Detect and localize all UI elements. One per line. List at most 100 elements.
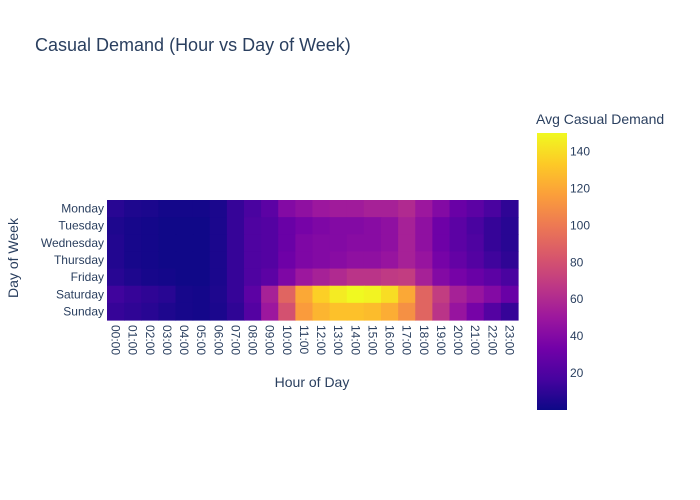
heatmap-cell [415,285,433,304]
heatmap-cell [209,302,228,321]
heatmap-cell [363,217,382,235]
colorbar-ticks: 20 40 60 80 100 120 140 [570,144,590,380]
heatmap-cell [261,200,279,218]
heatmap-cell [398,285,416,304]
x-tick-label: 07:00 [228,325,242,355]
heatmap-cell [483,200,502,218]
heatmap-cell [209,234,228,253]
y-axis-ticks: Monday Tuesday Wednesday Thursday Friday Satu… [41,202,104,319]
heatmap-cell [295,200,314,218]
heatmap-cell [107,302,125,321]
heatmap-cell [107,200,125,218]
heatmap-cell [466,302,485,321]
y-axis-title: Day of Week [5,217,21,298]
heatmap-cell [158,234,177,253]
colorbar-tick-label: 80 [570,255,584,269]
heatmap-cell [381,285,399,304]
heatmap-cell [363,268,382,287]
heatmap-cell [124,268,142,287]
heatmap-cell [141,268,159,287]
heatmap-cell [381,302,399,321]
heatmap-cell [175,217,194,235]
heatmap-cell [415,200,433,218]
heatmap-cell [381,251,399,270]
heatmap-cell [500,200,519,218]
heatmap-cell [329,268,348,287]
heatmap-cell [209,251,228,270]
heatmap-cell [175,302,194,321]
heatmap-cell [124,302,142,321]
heatmap-cell [415,251,433,270]
y-tick-label: Thursday [54,253,104,267]
y-tick-label: Tuesday [58,219,104,233]
heatmap-cell [466,251,485,270]
heatmap-cell [312,268,331,287]
heatmap-cell [449,251,468,270]
x-tick-label: 20:00 [451,325,465,355]
colorbar-title: Avg Casual Demand [536,111,664,127]
heatmap-cell [192,302,211,321]
heatmap-cell [278,217,296,235]
heatmap-cell [363,234,382,253]
heatmap-cell [483,251,502,270]
x-tick-label: 18:00 [417,325,431,355]
x-tick-label: 19:00 [434,325,448,355]
heatmap-cell [244,217,262,235]
heatmap-cell [295,302,314,321]
x-tick-label: 09:00 [263,325,277,355]
heatmap-cell [500,217,519,235]
x-tick-label: 11:00 [297,325,311,354]
heatmap-cell [175,234,194,253]
heatmap-cell [363,285,382,304]
heatmap-cell [449,285,468,304]
heatmap-cell [295,251,314,270]
heatmap-cell [158,285,177,304]
heatmap-cell [432,234,451,253]
heatmap-cell [124,234,142,253]
heatmap-cell [466,234,485,253]
heatmap-cell [346,234,365,253]
heatmap-cell [449,200,468,218]
x-tick-label: 14:00 [348,325,362,355]
heatmap-cell [158,268,177,287]
heatmap-cell [261,217,279,235]
heatmap-cell [226,251,245,270]
heatmap-cell [398,268,416,287]
heatmap-cell [415,302,433,321]
heatmap-cell [141,251,159,270]
heatmap-cell [175,200,194,218]
heatmap-cell [278,200,296,218]
heatmap-cell [381,234,399,253]
heatmap-cell [226,302,245,321]
heatmap-cell [500,268,519,287]
heatmap-cells [107,200,519,321]
heatmap-cell [500,251,519,270]
y-tick-label: Sunday [63,304,104,318]
colorbar-tick-label: 120 [570,181,590,195]
heatmap-cell [398,234,416,253]
x-tick-label: 23:00 [502,325,516,355]
heatmap-cell [209,217,228,235]
heatmap-cell [124,217,142,235]
heatmap-cell [261,234,279,253]
heatmap-cell [432,268,451,287]
heatmap-cell [398,217,416,235]
heatmap-cell [107,234,125,253]
colorbar-tick-label: 40 [570,329,584,343]
heatmap-cell [124,200,142,218]
heatmap-cell [107,251,125,270]
heatmap-cell [312,285,331,304]
heatmap-cell [192,200,211,218]
heatmap-cell [329,285,348,304]
heatmap-cell [226,268,245,287]
heatmap-cell [209,268,228,287]
heatmap-cell [192,285,211,304]
heatmap-cell [415,268,433,287]
heatmap-cell [278,302,296,321]
y-tick-label: Monday [61,202,104,216]
heatmap-cell [381,268,399,287]
heatmap-cell [449,234,468,253]
heatmap-cell [500,234,519,253]
heatmap-cell [124,251,142,270]
heatmap-cell [466,200,485,218]
